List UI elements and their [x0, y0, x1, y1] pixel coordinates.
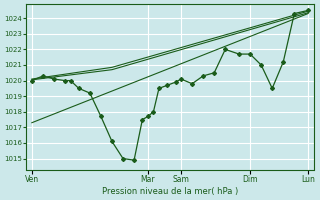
X-axis label: Pression niveau de la mer( hPa ): Pression niveau de la mer( hPa ) [102, 187, 238, 196]
